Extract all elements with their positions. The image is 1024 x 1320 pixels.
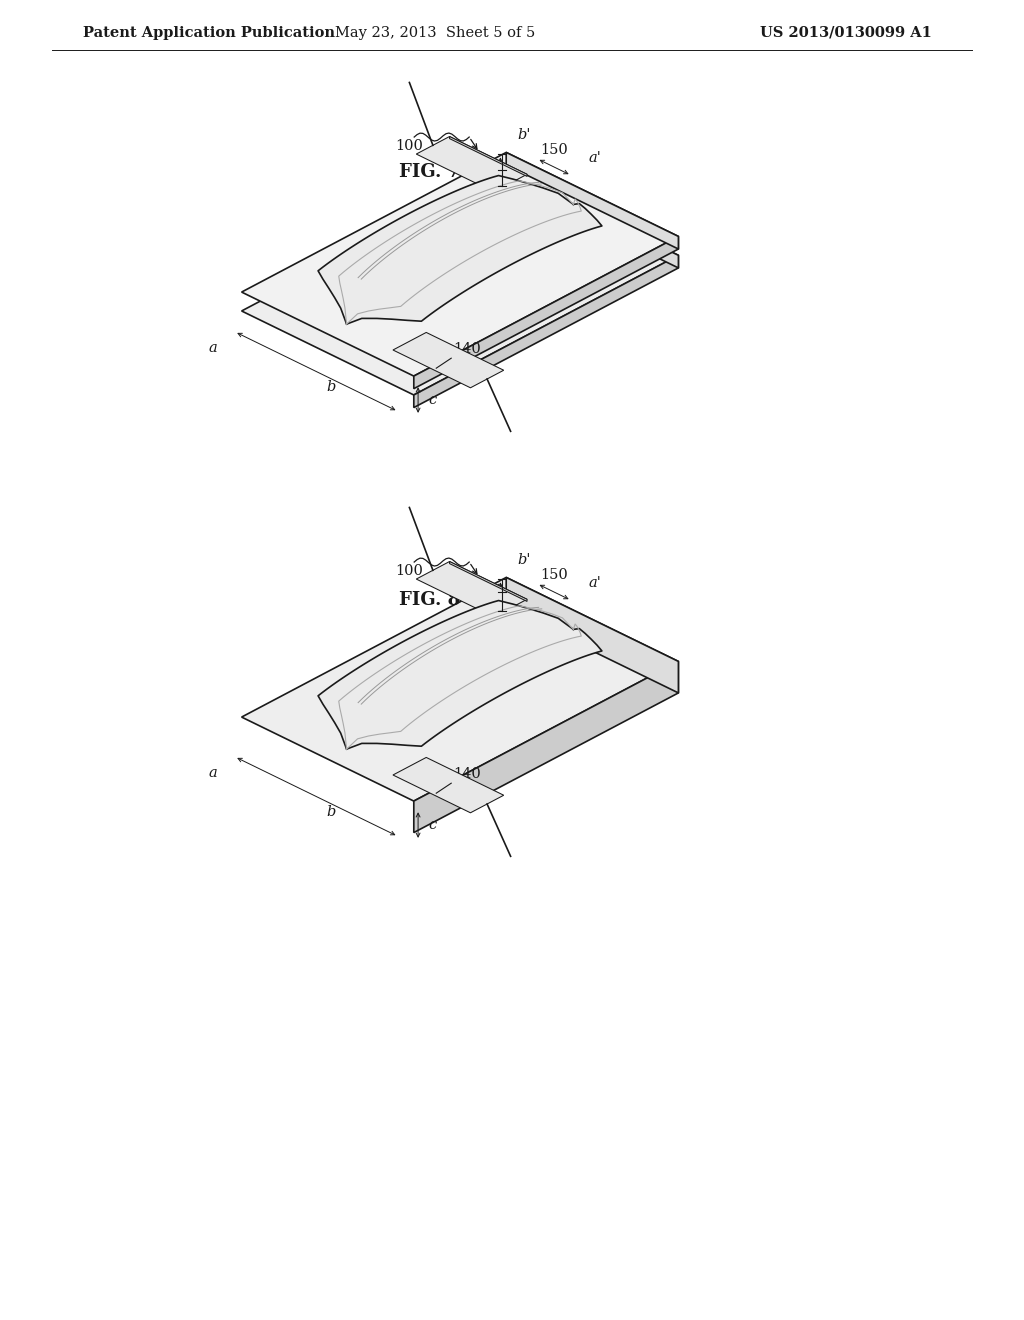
Text: b': b' [517,553,530,568]
Polygon shape [450,136,527,177]
Text: 100: 100 [395,564,423,578]
Text: Patent Application Publication: Patent Application Publication [83,26,335,40]
Text: 140: 140 [454,767,481,781]
Polygon shape [414,661,679,833]
Polygon shape [242,577,679,801]
Text: b: b [327,805,336,818]
Polygon shape [414,236,679,388]
Polygon shape [318,176,602,325]
Polygon shape [242,152,679,376]
Text: c': c' [472,594,484,609]
Polygon shape [506,577,679,693]
Text: 150: 150 [541,143,568,157]
Polygon shape [414,255,679,408]
Polygon shape [417,136,527,191]
Polygon shape [506,172,679,268]
Text: 150: 150 [541,568,568,582]
Text: b': b' [471,578,484,593]
Text: c: c [428,393,436,407]
Polygon shape [393,333,504,388]
Text: 140: 140 [454,342,481,356]
Text: a: a [208,766,217,780]
Polygon shape [417,561,527,616]
Text: a: a [208,341,217,355]
Text: c': c' [472,172,484,185]
Polygon shape [450,561,527,602]
Text: FIG. 8: FIG. 8 [399,591,461,609]
Text: FIG. 7: FIG. 7 [399,162,461,181]
Text: b': b' [471,156,484,169]
Text: US 2013/0130099 A1: US 2013/0130099 A1 [760,26,932,40]
Text: b': b' [517,128,530,143]
Text: c: c [428,818,436,832]
Text: a': a' [589,576,601,590]
Text: 100: 100 [395,139,423,153]
Polygon shape [506,152,679,249]
Polygon shape [318,601,602,748]
Text: May 23, 2013  Sheet 5 of 5: May 23, 2013 Sheet 5 of 5 [335,26,536,40]
Polygon shape [393,758,504,813]
Text: a': a' [589,150,601,165]
Text: b: b [327,380,336,393]
Polygon shape [242,172,679,395]
